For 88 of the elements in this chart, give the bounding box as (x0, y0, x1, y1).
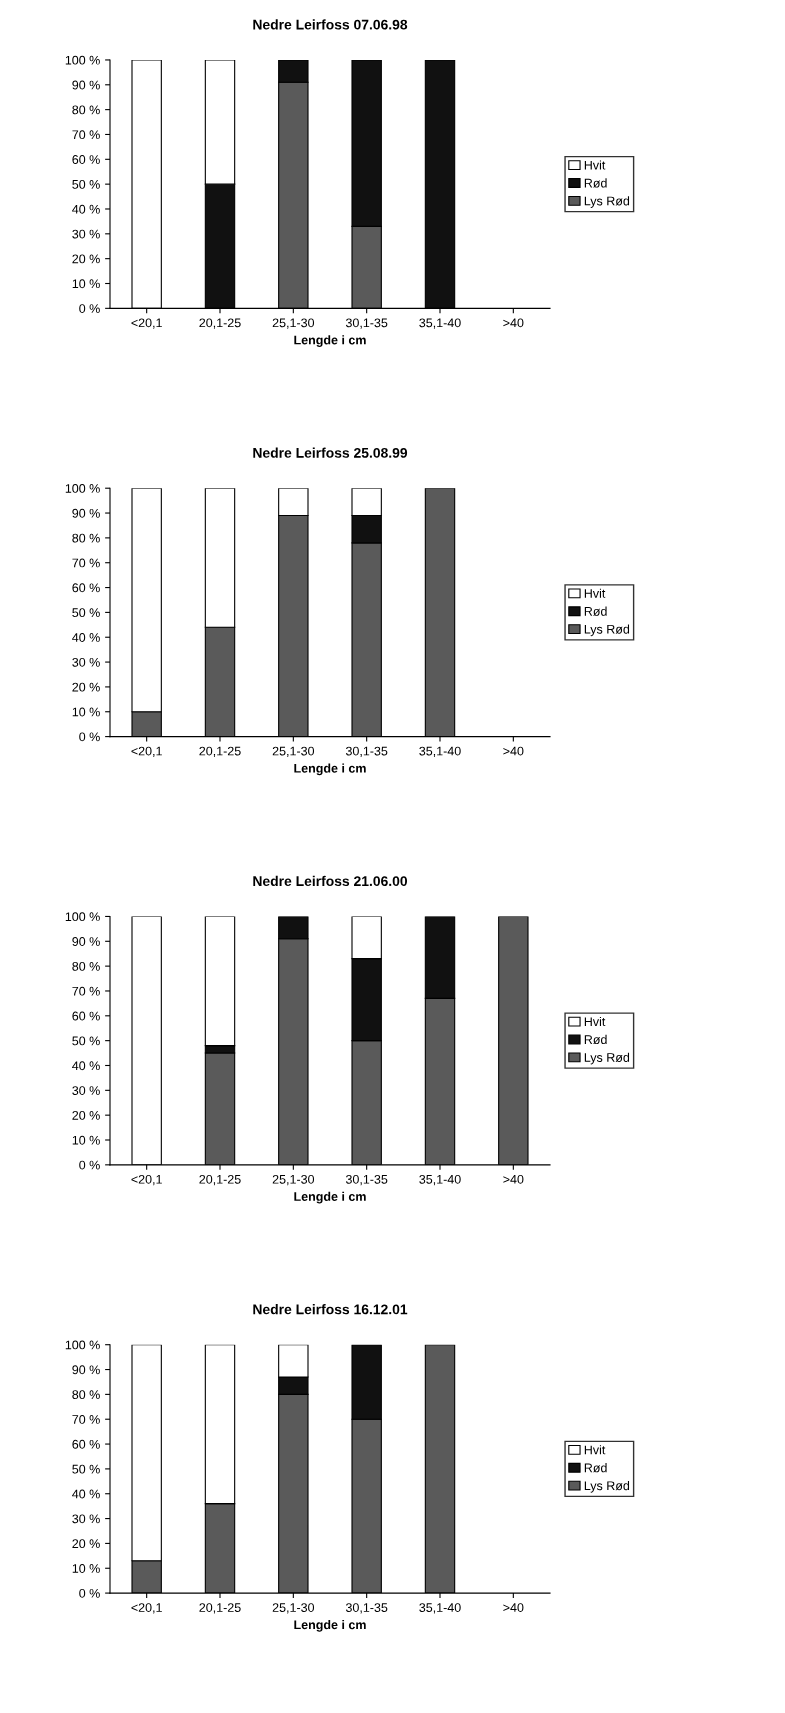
x-tick-label: >40 (503, 1174, 524, 1184)
y-tick-label: 20 % (72, 254, 100, 264)
y-tick-label: 70 % (72, 130, 100, 140)
legend-label: Hvit (584, 1445, 606, 1455)
y-tick-label: 80 % (72, 961, 100, 971)
legend-label: Rød (584, 1463, 607, 1473)
y-tick-label: 40 % (72, 1489, 100, 1499)
y-tick-label: 10 % (72, 279, 100, 289)
y-tick-label: 40 % (72, 204, 100, 214)
y-tick-label: 20 % (72, 682, 100, 692)
y-tick-label: 0 % (79, 732, 100, 742)
y-tick-label: 70 % (72, 558, 100, 568)
y-tick-label: 50 % (72, 1464, 100, 1474)
y-tick-label: 90 % (72, 80, 100, 90)
y-tick-label: 90 % (72, 508, 100, 518)
x-tick-label: 35,1-40 (419, 746, 461, 757)
y-tick-label: 10 % (72, 1135, 100, 1145)
y-tick-label: 50 % (72, 179, 100, 189)
y-tick-label: 70 % (72, 986, 100, 996)
x-tick-label: 30,1-35 (345, 746, 388, 757)
y-tick-label: 60 % (72, 583, 100, 593)
x-tick-label: 25,1-30 (272, 1603, 315, 1614)
y-tick-label: 90 % (72, 937, 100, 946)
legend-label: Lys Rød (584, 1480, 630, 1493)
y-tick-label: 70 % (72, 1415, 100, 1424)
y-tick-label: 30 % (72, 1086, 100, 1095)
y-tick-label: 60 % (72, 1011, 100, 1021)
y-tick-label: 80 % (72, 533, 100, 543)
x-tick-label: 30,1-35 (345, 1174, 388, 1186)
y-tick-label: 0 % (79, 1588, 100, 1598)
x-tick-label: <20,1 (131, 746, 162, 757)
y-tick-label: 10 % (72, 1564, 100, 1573)
x-axis-title: Lengde i cm (294, 1620, 366, 1632)
y-tick-label: 80 % (72, 1390, 100, 1400)
x-tick-label: 20,1-25 (199, 746, 241, 757)
y-tick-label: 0 % (79, 1160, 100, 1170)
chart-title: Nedre Leirfoss 16.12.01 (253, 1304, 408, 1315)
x-tick-label: 20,1-25 (199, 1603, 241, 1614)
legend-label: Lys Rød (584, 196, 630, 208)
x-tick-label: <20,1 (131, 318, 162, 329)
y-tick-label: 60 % (72, 1439, 100, 1449)
legend-label: Hvit (584, 160, 606, 170)
y-tick-label: 100 % (65, 484, 100, 493)
y-tick-label: 20 % (72, 1110, 100, 1120)
chart-title: Nedre Leirfoss 21.06.00 (253, 875, 408, 887)
y-tick-label: 50 % (72, 1036, 100, 1046)
y-tick-label: 40 % (72, 633, 100, 642)
y-tick-label: 0 % (79, 304, 100, 313)
legend-label: Rød (584, 178, 607, 188)
y-tick-label: 30 % (72, 1514, 100, 1524)
x-tick-label: 35,1-40 (419, 318, 461, 329)
legend-label: Rød (584, 1034, 607, 1045)
chart-title: Nedre Leirfoss 07.06.98 (253, 19, 408, 30)
y-tick-label: 100 % (65, 1340, 100, 1350)
x-tick-label: <20,1 (131, 1174, 162, 1186)
x-tick-label: 35,1-40 (419, 1603, 461, 1614)
y-tick-label: 40 % (72, 1061, 100, 1071)
y-tick-label: 60 % (72, 155, 100, 164)
y-tick-label: 80 % (72, 105, 100, 115)
x-tick-label: 25,1-30 (272, 746, 315, 757)
y-tick-label: 100 % (65, 912, 100, 922)
x-tick-label: 25,1-30 (272, 318, 315, 329)
x-tick-label: <20,1 (131, 1603, 162, 1614)
legend-label: Rød (584, 606, 607, 616)
y-tick-label: 30 % (72, 229, 100, 239)
x-axis-title: Lengde i cm (294, 335, 366, 347)
x-axis-title: Lengde i cm (294, 1191, 366, 1204)
legend-label: Lys Rød (584, 624, 630, 637)
legend-label: Hvit (584, 588, 606, 598)
x-axis-title: Lengde i cm (294, 763, 366, 776)
chart-title: Nedre Leirfoss 25.08.99 (253, 447, 408, 458)
x-tick-label: 25,1-30 (272, 1174, 315, 1186)
x-tick-label: >40 (503, 1603, 524, 1612)
x-tick-label: 35,1-40 (419, 1174, 461, 1186)
x-tick-label: >40 (503, 746, 524, 756)
x-tick-label: >40 (503, 318, 524, 328)
legend-label: Lys Rød (584, 1052, 630, 1065)
y-tick-label: 30 % (72, 657, 100, 667)
x-tick-label: 30,1-35 (345, 1603, 388, 1614)
x-tick-label: 20,1-25 (199, 318, 241, 329)
y-tick-label: 10 % (72, 707, 100, 717)
y-tick-label: 50 % (72, 608, 100, 618)
y-tick-label: 20 % (72, 1539, 100, 1549)
y-tick-label: 100 % (65, 55, 100, 65)
x-tick-label: 20,1-25 (199, 1174, 241, 1186)
legend-label: Hvit (584, 1016, 606, 1027)
y-tick-label: 90 % (72, 1365, 100, 1375)
x-tick-label: 30,1-35 (345, 318, 388, 329)
